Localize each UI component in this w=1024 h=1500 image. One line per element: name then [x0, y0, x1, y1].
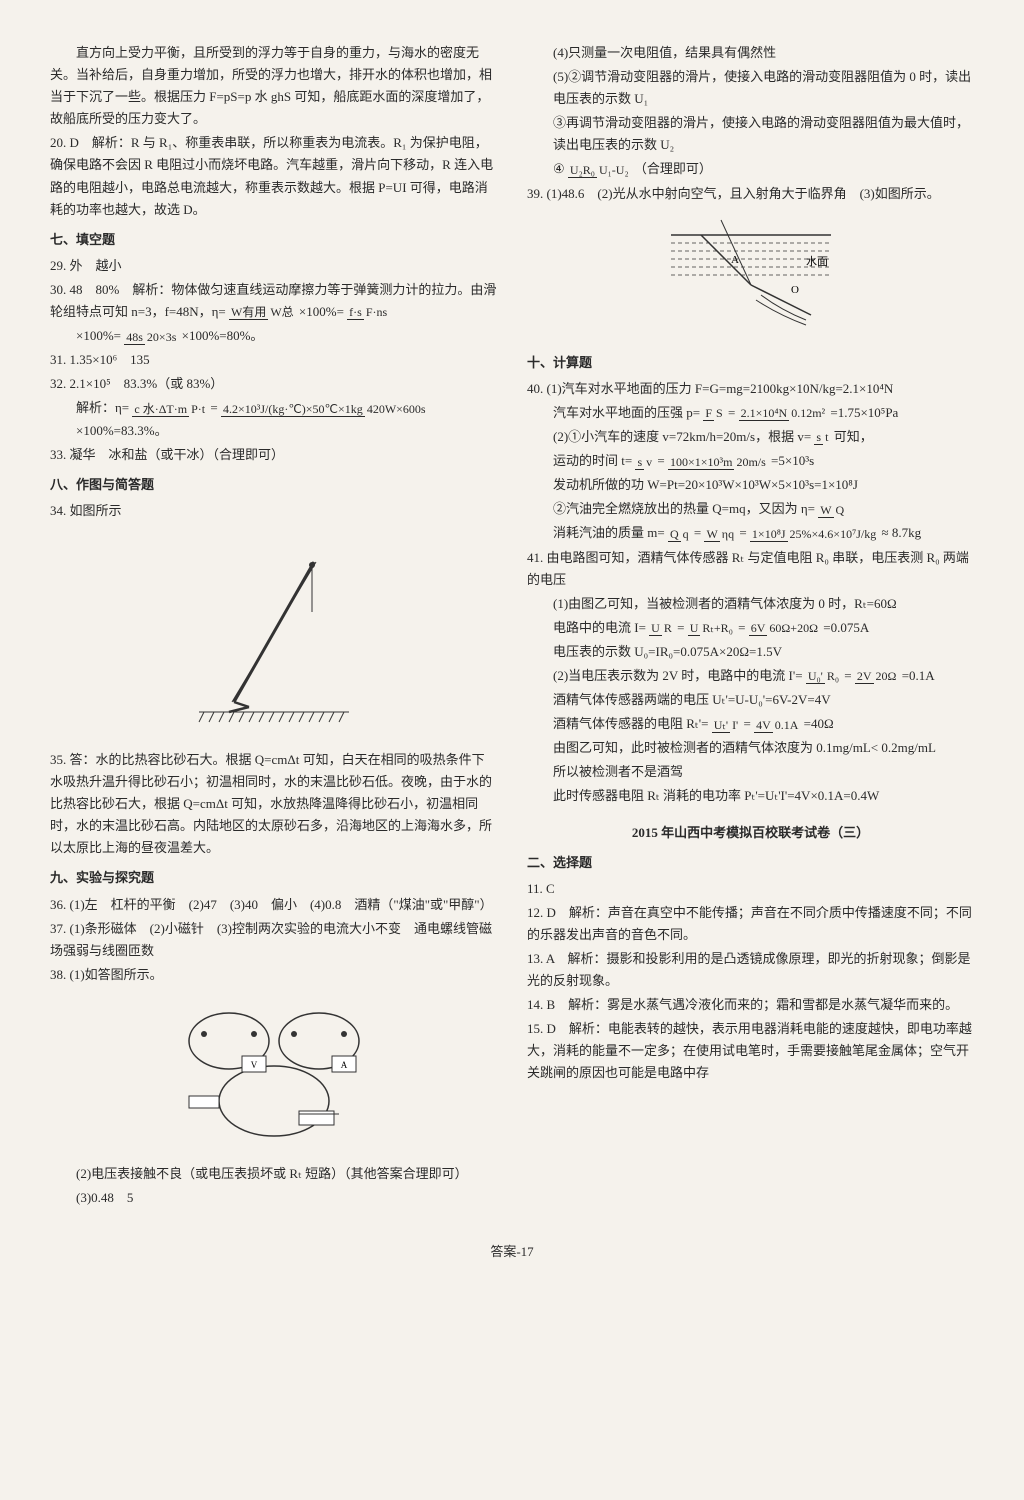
lever-diagram: [50, 532, 497, 739]
question-38-5b: ③再调节滑动变阻器的滑片，使接入电路的滑动变阻器阻值为最大值时，读出电压表的示数…: [553, 112, 974, 156]
question-40-2a: (2)①小汽车的速度 v=72km/h=20m/s，根据 v= st 可知，: [553, 426, 974, 448]
section-9-title: 九、实验与探究题: [50, 867, 497, 889]
section-2-title: 二、选择题: [527, 852, 974, 874]
question-15: 15. D 解析：电能表转的越快，表示用电器消耗电能的速度越快，即电功率越大，消…: [527, 1018, 974, 1084]
question-35: 35. 答：水的比热容比砂石大。根据 Q=cmΔt 可知，白天在相同的吸热条件下…: [50, 749, 497, 859]
svg-text:水面: 水面: [806, 255, 828, 268]
question-12: 12. D 解析：声音在真空中不能传播；声音在不同介质中传播速度不同；不同的乐器…: [527, 902, 974, 946]
question-41e: (2)当电压表示数为 2V 时，电路中的电流 I'= U₀'R₀ = 2V20Ω…: [553, 665, 974, 687]
question-30b: ×100%= 48s20×3s ×100%=80%。: [76, 325, 497, 347]
question-41g: 酒精气体传感器的电阻 Rₜ'= Uₜ'I' = 4V0.1A =40Ω: [553, 713, 974, 735]
question-33: 33. 凝华 冰和盐（或干冰）（合理即可）: [50, 444, 497, 466]
light-diagram: A O 水面: [527, 215, 974, 342]
section-7-title: 七、填空题: [50, 229, 497, 251]
right-column: (4)只测量一次电阻值，结果具有偶然性 (5)②调节滑动变阻器的滑片，使接入电路…: [527, 40, 974, 1211]
question-13: 13. A 解析：摄影和投影利用的是凸透镜成像原理，即光的折射现象；倒影是光的反…: [527, 948, 974, 992]
circuit-diagram: V A: [50, 996, 497, 1153]
question-41c: 电路中的电流 I= UR = URₜ+R₀ = 6V60Ω+20Ω =0.075…: [553, 617, 974, 639]
question-38-5a: (5)②调节滑动变阻器的滑片，使接入电路的滑动变阻器阻值为 0 时，读出电压表的…: [553, 66, 974, 110]
question-31: 31. 1.35×10⁶ 135: [50, 349, 497, 371]
svg-text:A: A: [340, 1060, 347, 1070]
question-40-2g: 消耗汽油的质量 m= Qq = Wηq = 1×10⁸J25%×4.6×10⁷J…: [553, 522, 974, 544]
question-20: 20. D 解析：R 与 R₁、称重表串联，所以称重表为电流表。R₁ 为保护电阻…: [50, 132, 497, 220]
question-36: 36. (1)左 杠杆的平衡 (2)47 (3)40 偏小 (4)0.8 酒精（…: [50, 894, 497, 916]
section-10-title: 十、计算题: [527, 352, 974, 374]
left-column: 直方向上受力平衡，且所受到的浮力等于自身的重力，与海水的密度无关。当补给后，自身…: [50, 40, 497, 1211]
page-footer: 答案-17: [50, 1241, 974, 1263]
question-11: 11. C: [527, 878, 974, 900]
paragraph: 直方向上受力平衡，且所受到的浮力等于自身的重力，与海水的密度无关。当补给后，自身…: [50, 42, 497, 130]
question-40-1a: 40. (1)汽车对水平地面的压力 F=G=mg=2100kg×10N/kg=2…: [527, 378, 974, 400]
question-38-4: (4)只测量一次电阻值，结果具有偶然性: [553, 42, 974, 64]
question-40-2f: ②汽油完全燃烧放出的热量 Q=mq，又因为 η= WQ: [553, 498, 974, 520]
question-34: 34. 如图所示: [50, 500, 497, 522]
question-41h: 由图乙可知，此时被检测者的酒精气体浓度为 0.1mg/mL< 0.2mg/mL: [553, 737, 974, 759]
question-38-2: (2)电压表接触不良（或电压表损坏或 Rₜ 短路）（其他答案合理即可）: [76, 1163, 497, 1185]
question-29: 29. 外 越小: [50, 255, 497, 277]
question-41j: 此时传感器电阻 Rₜ 消耗的电功率 Pₜ'=Uₜ'I'=4V×0.1A=0.4W: [553, 785, 974, 807]
question-40-1b: 汽车对水平地面的压强 p= FS = 2.1×10⁴N0.12m² =1.75×…: [553, 402, 974, 424]
question-38-5c: ④ U₂R₀U₁-U₂ （合理即可）: [553, 158, 974, 180]
question-30: 30. 48 80% 解析：物体做匀速直线运动摩擦力等于弹簧测力计的拉力。由滑轮…: [50, 279, 497, 323]
question-41d: 电压表的示数 U₀=IR₀=0.075A×20Ω=1.5V: [553, 641, 974, 663]
question-41b: (1)由图乙可知，当被检测者的酒精气体浓度为 0 时，Rₜ=60Ω: [553, 593, 974, 615]
svg-text:O: O: [791, 284, 799, 296]
question-32b: 解析：η= c 水·ΔT·mP·t = 4.2×10³J/(kg·℃)×50℃×…: [76, 397, 497, 441]
question-41i: 所以被检测者不是酒驾: [553, 761, 974, 783]
svg-text:V: V: [250, 1060, 257, 1070]
svg-text:A: A: [731, 254, 739, 266]
question-37: 37. (1)条形磁体 (2)小磁针 (3)控制两次实验的电流大小不变 通电螺线…: [50, 918, 497, 962]
question-41a: 41. 由电路图可知，酒精气体传感器 Rₜ 与定值电阻 R₀ 串联，电压表测 R…: [527, 547, 974, 591]
question-32a: 32. 2.1×10⁵ 83.3%（或 83%）: [50, 373, 497, 395]
question-39: 39. (1)48.6 (2)光从水中射向空气，且入射角大于临界角 (3)如图所…: [527, 183, 974, 205]
question-40-2c: 运动的时间 t= sv = 100×1×10³m20m/s =5×10³s: [553, 450, 974, 472]
exam-title: 2015 年山西中考模拟百校联考试卷（三）: [527, 822, 974, 844]
question-41f: 酒精气体传感器两端的电压 Uₜ'=U-U₀'=6V-2V=4V: [553, 689, 974, 711]
question-40-2e: 发动机所做的功 W=Pt=20×10³W×10³W×5×10³s=1×10⁸J: [553, 474, 974, 496]
section-8-title: 八、作图与简答题: [50, 474, 497, 496]
question-38-3: (3)0.48 5: [76, 1187, 497, 1209]
question-14: 14. B 解析：雾是水蒸气遇冷液化而来的；霜和雪都是水蒸气凝华而来的。: [527, 994, 974, 1016]
question-38-1: 38. (1)如答图所示。: [50, 964, 497, 986]
